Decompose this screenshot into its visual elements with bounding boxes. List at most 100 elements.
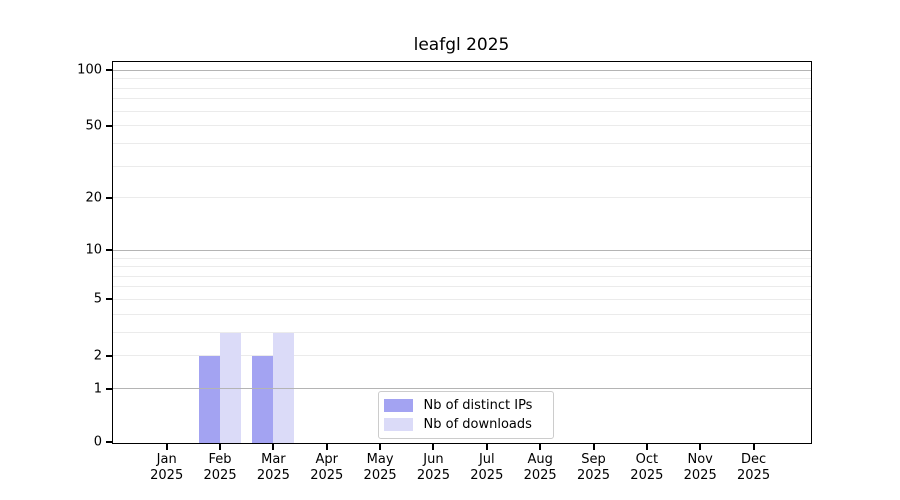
x-tick-label: Dec 2025 (726, 452, 782, 483)
x-tick (485, 443, 488, 450)
x-tick (165, 443, 168, 450)
x-tick (272, 443, 275, 450)
x-tick-label: Feb 2025 (192, 452, 248, 483)
x-tick-month: Nov (687, 452, 713, 467)
x-tick-month: Jul (478, 452, 495, 467)
y-tick-label: 0 (93, 434, 102, 450)
minor-gridline (112, 197, 811, 199)
y-tick-label: 2 (93, 348, 102, 364)
minor-gridline (112, 165, 811, 167)
legend-swatch-distinct-ips (383, 399, 413, 412)
minor-gridline (112, 298, 811, 300)
legend: Nb of distinct IPs Nb of downloads (377, 390, 554, 439)
y-tick (106, 387, 112, 390)
major-gridline (112, 69, 811, 71)
minor-gridline (112, 257, 811, 259)
x-tick (699, 443, 702, 450)
bars-layer (113, 62, 811, 443)
x-tick-label: Jul 2025 (459, 452, 515, 483)
x-tick-label: Mar 2025 (245, 452, 301, 483)
bar-downloads (219, 332, 241, 443)
x-tick-year: 2025 (630, 467, 664, 483)
x-tick-label: Jan 2025 (139, 452, 195, 483)
x-tick-year: 2025 (203, 467, 237, 483)
legend-item-distinct-ips: Nb of distinct IPs (383, 398, 545, 414)
x-tick (379, 443, 382, 450)
x-tick-label: Jun 2025 (405, 452, 461, 483)
x-tick-month: Feb (208, 452, 232, 467)
y-tick (106, 69, 112, 72)
x-tick-month: Sep (581, 452, 606, 467)
legend-item-downloads: Nb of downloads (383, 417, 545, 433)
x-tick-month: Aug (527, 452, 553, 467)
minor-gridline (112, 110, 811, 112)
y-tick-label: 50 (85, 118, 102, 134)
x-tick (325, 443, 328, 450)
grid-minor-layer (112, 62, 811, 443)
y-tick (106, 298, 112, 301)
y-tick-label: 1 (93, 381, 102, 397)
y-tick (106, 249, 112, 252)
minor-gridline (112, 355, 811, 357)
minor-gridline (112, 78, 811, 80)
y-tick-label: 20 (85, 190, 102, 206)
y-tick-label: 5 (93, 291, 102, 307)
y-tick-label: 100 (77, 62, 102, 78)
x-tick (752, 443, 755, 450)
minor-gridline (112, 313, 811, 315)
x-tick-year: 2025 (737, 467, 771, 483)
x-tick-month: Jun (423, 452, 444, 467)
x-tick (219, 443, 222, 450)
minor-gridline (112, 275, 811, 277)
x-tick-month: May (366, 452, 394, 467)
x-tick-label: Nov 2025 (672, 452, 728, 483)
x-tick-year: 2025 (150, 467, 184, 483)
y-tick (106, 124, 112, 127)
x-tick-label: Apr 2025 (299, 452, 355, 483)
legend-label-distinct-ips: Nb of distinct IPs (423, 398, 533, 413)
minor-gridline (112, 266, 811, 268)
plot-area: Nb of distinct IPs Nb of downloads (111, 60, 812, 444)
minor-gridline (112, 331, 811, 333)
x-tick-year: 2025 (363, 467, 397, 483)
minor-gridline (112, 125, 811, 127)
minor-gridline (112, 142, 811, 144)
x-tick-label: Aug 2025 (512, 452, 568, 483)
x-tick-month: Oct (635, 452, 659, 467)
x-tick-year: 2025 (523, 467, 557, 483)
x-tick-label: Sep 2025 (566, 452, 622, 483)
x-tick-month: Jan (156, 452, 177, 467)
y-tick (106, 354, 112, 357)
minor-gridline (112, 87, 811, 89)
x-tick-year: 2025 (256, 467, 290, 483)
x-tick (539, 443, 542, 450)
grid-major-layer (112, 62, 811, 443)
x-tick-year: 2025 (310, 467, 344, 483)
x-tick-year: 2025 (576, 467, 611, 483)
legend-label-downloads: Nb of downloads (423, 417, 532, 432)
x-tick-year: 2025 (416, 467, 450, 483)
x-tick-month: Apr (315, 452, 339, 467)
x-tick-month: Mar (261, 452, 286, 467)
major-gridline (112, 249, 811, 251)
bar-downloads (272, 332, 294, 443)
x-tick-year: 2025 (470, 467, 504, 483)
x-tick-month: Dec (740, 452, 767, 467)
bar-distinct-ips (251, 356, 273, 443)
y-tick-label: 10 (85, 242, 102, 258)
x-tick (592, 443, 595, 450)
bar-distinct-ips (198, 356, 220, 443)
legend-swatch-downloads (383, 418, 413, 431)
x-tick-label: May 2025 (352, 452, 408, 483)
y-tick (106, 441, 112, 443)
minor-gridline (112, 286, 811, 288)
y-tick (106, 196, 112, 199)
x-tick-label: Oct 2025 (619, 452, 675, 483)
x-tick (645, 443, 648, 450)
x-tick (432, 443, 435, 450)
major-gridline (112, 388, 811, 390)
x-tick-year: 2025 (683, 467, 717, 483)
minor-gridline (112, 98, 811, 100)
chart-title: leafgl 2025 (413, 35, 510, 55)
